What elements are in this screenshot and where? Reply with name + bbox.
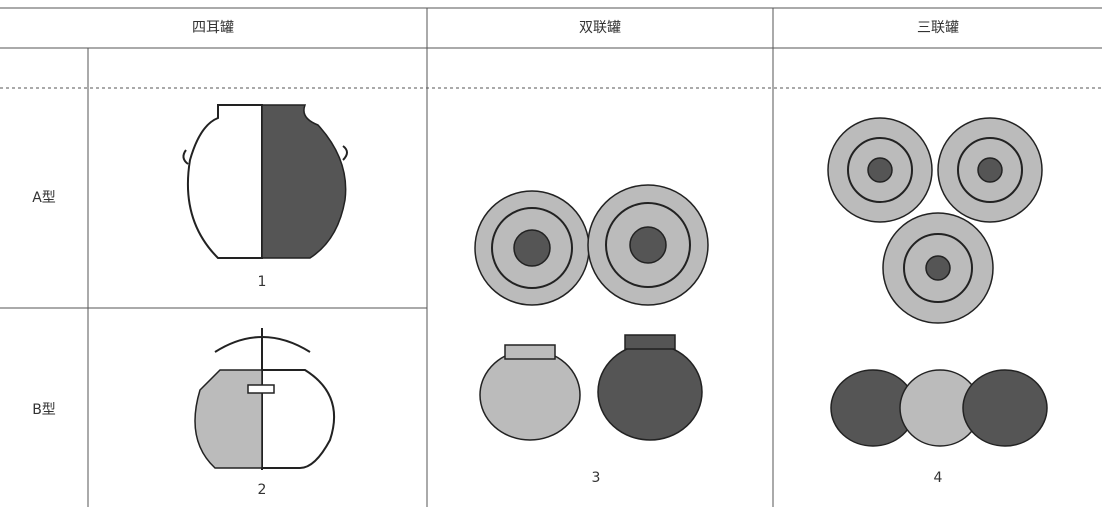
column-header: 三联罐: [917, 20, 959, 36]
figure-number: 4: [934, 470, 943, 486]
pot-drawing: [474, 184, 709, 441]
table-grid: [0, 7, 1102, 507]
row-label: A型: [32, 190, 56, 206]
row-label: B型: [32, 402, 56, 418]
figure-number: 3: [592, 470, 601, 486]
figure-number: 2: [258, 482, 267, 498]
column-header: 四耳罐: [192, 20, 234, 36]
column-header: 双联罐: [579, 20, 621, 36]
pot-drawing: [194, 328, 336, 470]
pot-drawing: [827, 117, 1048, 447]
figure-number: 1: [258, 274, 267, 290]
pot-drawing: [182, 104, 348, 259]
